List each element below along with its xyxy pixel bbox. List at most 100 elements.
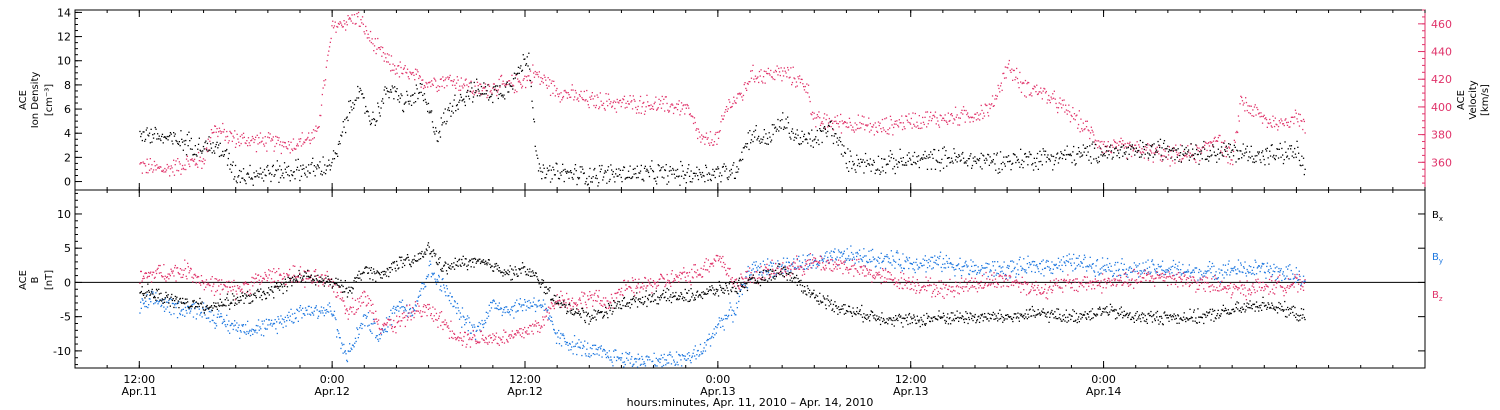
velocity-point [891,124,893,126]
by-point [184,315,186,317]
by-point [442,278,444,280]
by-point [762,260,764,262]
by-point [231,322,233,325]
density-point [488,99,490,101]
density-point [778,126,781,128]
velocity-point [350,20,352,22]
by-point [313,310,315,312]
by-point [430,276,432,278]
density-point [170,133,172,135]
velocity-point [184,164,186,166]
bz-point [364,291,366,293]
bz-point [359,297,361,299]
by-point [419,294,422,296]
density-point [402,109,404,112]
density-point [501,94,503,96]
by-point [717,324,719,326]
velocity-point [599,92,601,94]
by-point [277,316,279,318]
by-point [1298,270,1300,272]
velocity-point [1088,130,1090,132]
density-point [543,167,545,169]
velocity-point [578,100,580,102]
by-point [299,307,301,309]
by-point [500,308,503,310]
by-point [864,265,866,267]
velocity-point [192,159,194,162]
velocity-point [690,115,692,117]
velocity-point [1296,118,1298,120]
density-point [879,173,881,175]
by-point [521,304,523,306]
density-point [660,169,662,171]
density-point [180,130,182,132]
by-point [409,308,411,311]
density-point [639,170,642,172]
velocity-point [662,103,664,105]
by-point [981,267,984,269]
bz-point [180,276,182,279]
density-point [569,171,571,173]
by-point [227,330,229,332]
by-point [452,305,454,308]
by-point [524,301,527,303]
density-point [795,133,797,135]
velocity-point [1103,141,1105,143]
density-point [268,173,270,175]
bz-point [215,278,218,280]
velocity-point [1012,79,1014,81]
velocity-point [1076,114,1078,116]
velocity-point [486,96,488,99]
velocity-point [341,26,344,28]
density-point [439,130,441,133]
velocity-point [1126,157,1128,159]
velocity-point [263,143,265,145]
velocity-point [794,78,796,80]
density-point [238,169,241,172]
by-point [214,327,216,329]
by-point [952,263,954,266]
by-point [556,332,558,334]
velocity-point [341,24,343,26]
density-point [728,176,730,178]
by-point [1297,279,1299,281]
velocity-point [536,71,538,74]
velocity-point [1271,126,1273,128]
density-point [878,169,880,171]
bz-point [336,291,338,294]
velocity-point [256,134,258,136]
density-point [975,160,977,162]
bz-point [140,270,142,273]
density-point [442,122,444,124]
density-point [913,151,916,154]
density-point [332,150,335,152]
velocity-point [820,122,822,124]
by-point [897,263,900,266]
velocity-point [175,160,177,162]
velocity-point [1082,122,1084,124]
bz-point [205,279,208,281]
velocity-point [299,140,301,143]
density-point [293,171,295,173]
velocity-point [819,124,822,126]
velocity-point [173,159,175,161]
velocity-point [826,114,828,116]
bz-point [346,308,348,310]
density-point [429,110,431,112]
bz-point [202,282,205,285]
by-point [1087,266,1089,268]
bz-point [372,303,374,305]
velocity-point [848,117,851,119]
by-point [608,350,610,352]
density-point [298,169,300,171]
velocity-point [496,94,498,97]
velocity-point [1023,82,1025,84]
density-point [152,137,155,139]
velocity-point [1268,122,1270,125]
density-point [270,180,272,183]
by-point [723,329,725,331]
density-point [512,88,514,90]
velocity-point [1265,119,1268,121]
velocity-point [213,131,215,133]
density-point [516,73,518,75]
